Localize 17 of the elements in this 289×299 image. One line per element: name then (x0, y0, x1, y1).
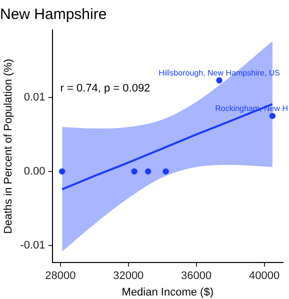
y-tick-label: -0.01 (20, 240, 46, 252)
point (269, 112, 276, 120)
x-axis-title: Median Income ($) (122, 286, 214, 298)
x-tick-label: 36000 (181, 270, 212, 282)
point (145, 168, 152, 175)
point (131, 168, 138, 175)
point (162, 168, 169, 175)
y-tick-label: 0.00 (24, 166, 46, 178)
chart-title: New Hampshire (0, 6, 107, 24)
x-tick-label: 32000 (113, 270, 144, 282)
point (59, 168, 66, 175)
y-axis-title: Deaths in Percent of Population (%) (2, 58, 15, 234)
annotation: r = 0.74, p = 0.092 (60, 82, 150, 95)
x-tick-label: 28000 (45, 270, 76, 282)
y-tick-label: 0.01 (24, 91, 46, 104)
point (216, 77, 222, 84)
x-tick-label: 40000 (249, 270, 280, 282)
